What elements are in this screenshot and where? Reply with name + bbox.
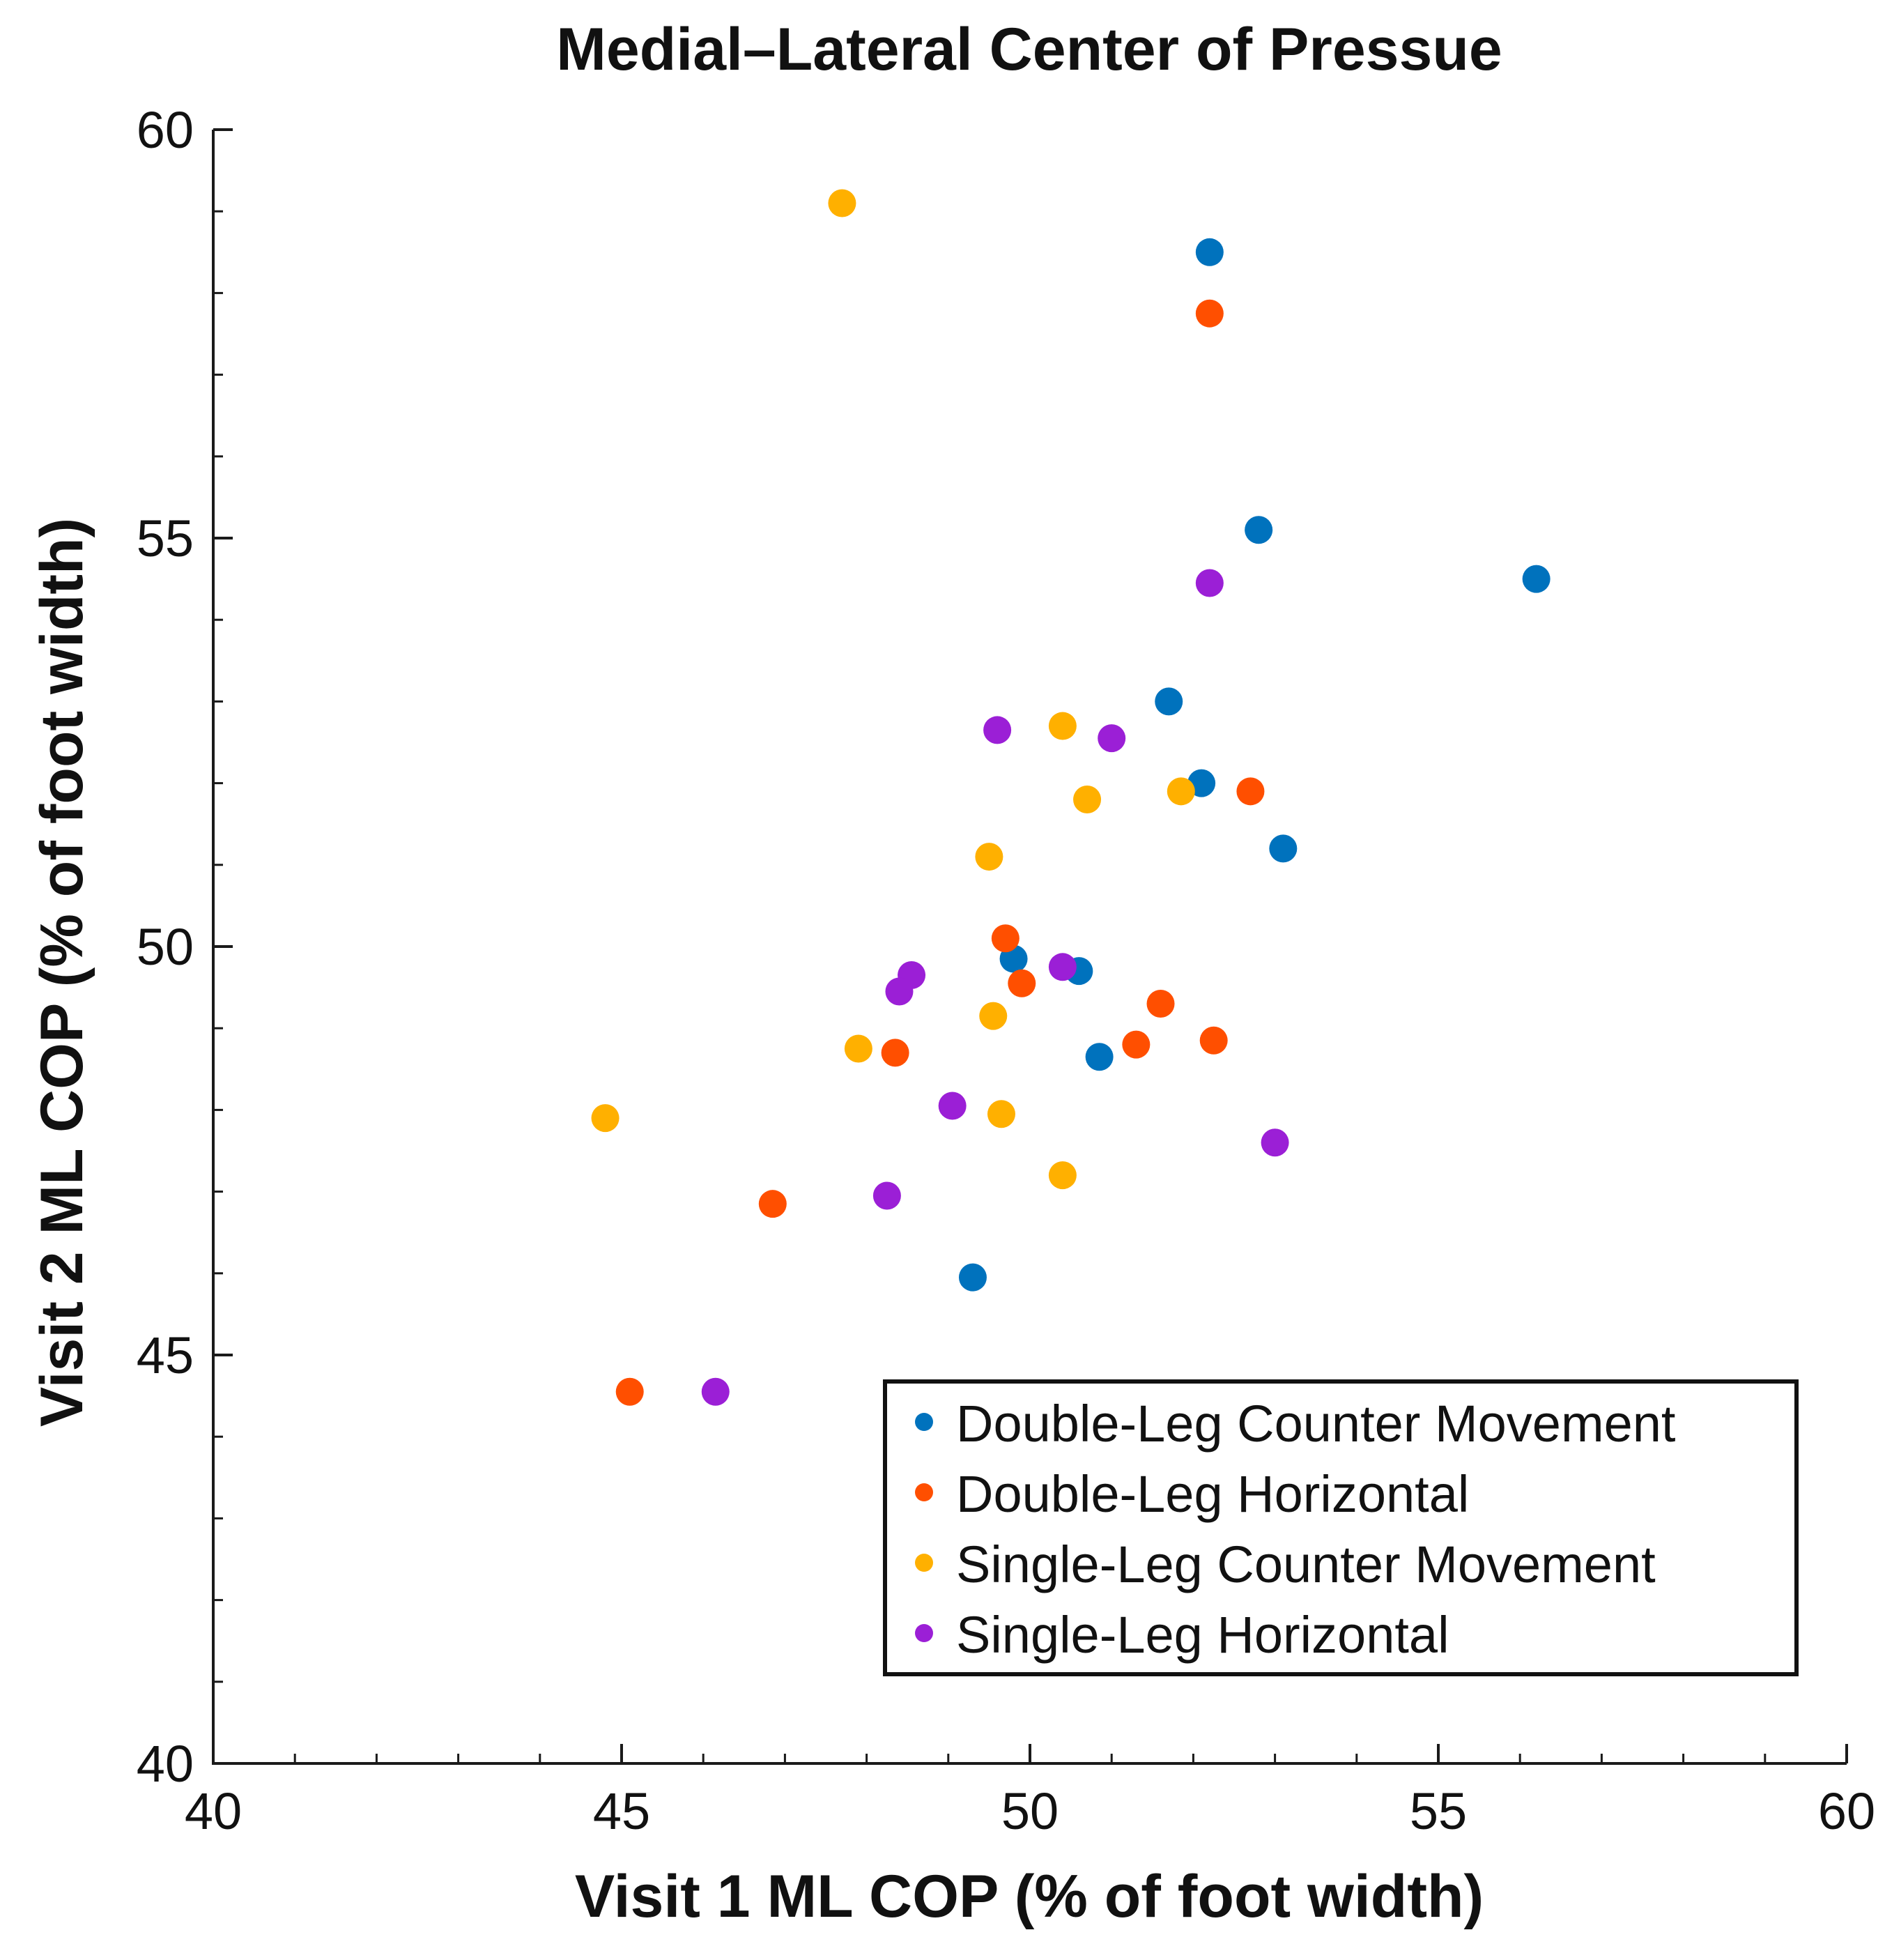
y-tick-label: 60 xyxy=(137,101,194,159)
y-tick-label: 55 xyxy=(137,510,194,567)
data-point-series-4 xyxy=(1048,953,1077,981)
data-point-series-4 xyxy=(938,1092,967,1120)
data-point-series-1 xyxy=(1085,1043,1114,1071)
data-point-series-3 xyxy=(987,1100,1015,1128)
data-point-series-2 xyxy=(758,1190,787,1218)
legend-box xyxy=(883,1379,1799,1676)
data-point-series-4 xyxy=(701,1377,730,1406)
axes xyxy=(212,130,1847,1765)
x-tick-label: 40 xyxy=(185,1782,242,1840)
data-point-series-3 xyxy=(591,1104,620,1133)
data-point-series-1 xyxy=(1522,565,1551,593)
data-point-series-3 xyxy=(975,843,1003,871)
data-point-series-1 xyxy=(1245,516,1273,544)
legend-label: Single-Leg Counter Movement xyxy=(956,1536,1656,1593)
chart-title: Medial–Lateral Center of Pressue xyxy=(556,16,1502,83)
data-point-series-2 xyxy=(991,924,1020,953)
tick-labels: 40 45 50 55 60 40 45 50 55 60 xyxy=(137,101,1875,1840)
data-point-series-3 xyxy=(844,1034,872,1063)
y-tick-label: 40 xyxy=(137,1735,194,1793)
data-point-series-4 xyxy=(1195,569,1224,597)
x-tick-label: 55 xyxy=(1410,1782,1467,1840)
data-point-series-3 xyxy=(979,1002,1008,1030)
y-axis-label: Visit 2 ML COP (% of foot width) xyxy=(29,518,95,1427)
data-point-series-3 xyxy=(1167,777,1195,806)
data-point-series-3 xyxy=(1048,712,1077,740)
data-point-series-4 xyxy=(872,1181,901,1210)
legend-marker xyxy=(915,1554,933,1572)
data-point-series-4 xyxy=(885,977,914,1006)
legend-marker xyxy=(915,1413,933,1431)
data-point-series-3 xyxy=(1073,786,1102,814)
x-tick-label: 45 xyxy=(593,1782,650,1840)
data-points xyxy=(591,189,1551,1406)
x-tick-label: 50 xyxy=(1001,1782,1059,1840)
legend-marker xyxy=(915,1624,933,1642)
legend-marker xyxy=(915,1483,933,1501)
x-tick-label: 60 xyxy=(1818,1782,1875,1840)
data-point-series-1 xyxy=(1195,238,1224,266)
legend: Double-Leg Counter Movement Double-Leg Ho… xyxy=(883,1379,1799,1676)
legend-label: Single-Leg Horizontal xyxy=(956,1606,1449,1664)
data-point-series-2 xyxy=(881,1039,909,1067)
data-point-series-2 xyxy=(1122,1030,1151,1059)
data-point-series-2 xyxy=(1236,777,1265,806)
data-point-series-3 xyxy=(828,189,856,217)
data-point-series-2 xyxy=(615,1377,644,1406)
legend-label: Double-Leg Counter Movement xyxy=(956,1395,1676,1453)
y-tick-label: 45 xyxy=(137,1326,194,1384)
data-point-series-2 xyxy=(1199,1026,1228,1055)
data-point-series-1 xyxy=(1155,687,1183,716)
data-point-series-2 xyxy=(1195,299,1224,328)
y-tick-label: 50 xyxy=(137,918,194,976)
data-point-series-3 xyxy=(1048,1161,1077,1190)
data-point-series-2 xyxy=(1146,990,1175,1018)
data-point-series-4 xyxy=(1098,724,1126,753)
data-point-series-4 xyxy=(983,716,1012,744)
data-point-series-1 xyxy=(1269,834,1298,863)
data-point-series-1 xyxy=(958,1263,987,1292)
data-point-series-2 xyxy=(1008,969,1036,997)
legend-label: Double-Leg Horizontal xyxy=(956,1465,1469,1523)
x-axis-label: Visit 1 ML COP (% of foot width) xyxy=(575,1863,1484,1930)
data-point-series-4 xyxy=(1261,1128,1289,1157)
